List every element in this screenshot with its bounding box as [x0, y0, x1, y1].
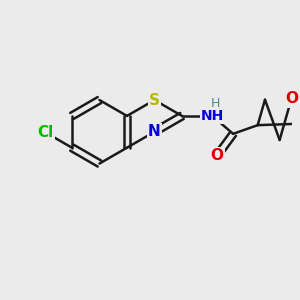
Text: O: O [285, 91, 298, 106]
Text: S: S [149, 92, 160, 107]
Text: H: H [211, 97, 220, 110]
Text: N: N [148, 124, 161, 139]
Text: Cl: Cl [38, 125, 54, 140]
Text: O: O [211, 148, 224, 163]
Text: NH: NH [201, 109, 224, 123]
